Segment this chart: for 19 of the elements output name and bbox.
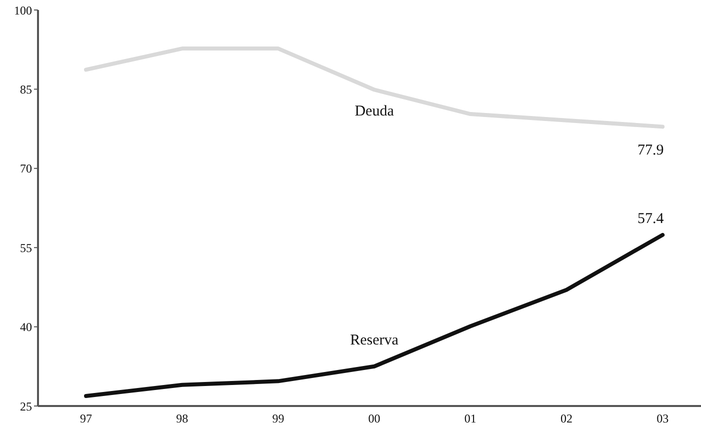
y-tick-label: 100 (14, 3, 32, 18)
x-tick-label: 97 (80, 412, 92, 426)
y-tick-label: 85 (20, 82, 32, 96)
y-tick-label: 55 (20, 240, 32, 255)
series-label: Reserva (350, 332, 399, 348)
line-series (84, 46, 665, 129)
x-tick-label: 98 (176, 412, 188, 426)
data-label: 57.4 (637, 210, 664, 227)
x-tick-label: 02 (560, 412, 572, 426)
data-label: 77.9 (637, 142, 664, 159)
y-tick-label: 40 (20, 320, 32, 334)
y-tick-label: 25 (20, 399, 32, 414)
series-label: Deuda (354, 104, 394, 120)
y-tick-label: 70 (20, 162, 32, 176)
x-tick-label: 99 (272, 412, 284, 426)
x-tick-label: 00 (368, 412, 380, 426)
x-tick-label: 03 (656, 412, 669, 426)
x-tick-label: 01 (464, 412, 476, 426)
line-series (84, 232, 665, 398)
